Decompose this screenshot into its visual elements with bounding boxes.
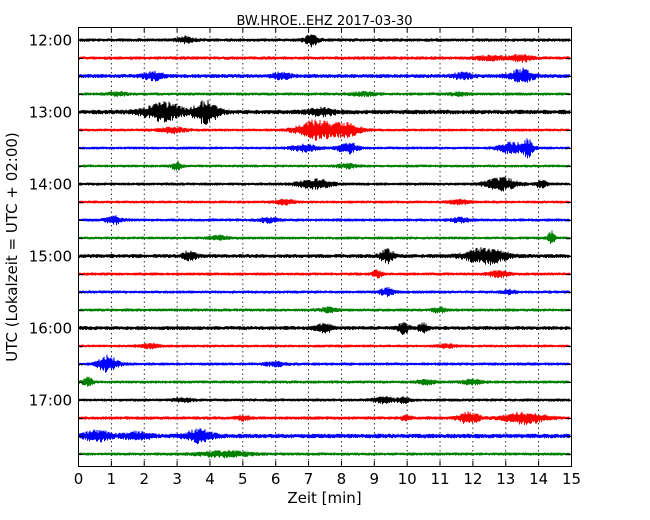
trace-line: [78, 90, 571, 98]
y-tick-labels: 12:00 13:00 14:00 15:00 16:00 17:00: [29, 32, 72, 410]
axis-ticks: [78, 27, 572, 466]
x-tick-label: 6: [271, 470, 281, 488]
x-tick-label: 14: [529, 470, 548, 488]
traces: [78, 34, 571, 459]
trace-line: [78, 119, 571, 141]
trace-line: [78, 160, 571, 171]
trace-line: [78, 354, 571, 373]
y-tick-label: 12:00: [29, 32, 72, 50]
x-tick-label: 1: [107, 470, 117, 488]
y-tick-label: 17:00: [29, 392, 72, 410]
y-tick-label: 16:00: [29, 320, 72, 338]
plot-frame: [78, 27, 572, 467]
x-tick-label: 3: [172, 470, 182, 488]
x-tick-label: 12: [463, 470, 482, 488]
trace-line: [78, 247, 571, 266]
trace-line: [78, 198, 571, 206]
trace-line: [78, 215, 571, 226]
trace-line: [78, 376, 571, 387]
x-tick-label: 8: [337, 470, 347, 488]
trace-line: [78, 269, 571, 279]
y-axis-label: UTC (Lokalzeit = UTC + 02:00): [3, 132, 21, 362]
trace-line: [78, 286, 571, 298]
y-tick-label: 13:00: [29, 104, 72, 122]
trace-line: [78, 427, 571, 445]
x-tick-label: 15: [562, 470, 581, 488]
y-tick-label: 15:00: [29, 248, 72, 266]
trace-line: [78, 321, 571, 336]
trace-line: [78, 230, 571, 245]
trace-line: [78, 67, 571, 83]
trace-line: [78, 449, 571, 459]
trace-line: [78, 395, 571, 405]
x-tick-label: 13: [496, 470, 515, 488]
trace-line: [78, 411, 571, 426]
x-tick-label: 2: [139, 470, 149, 488]
trace-line: [78, 306, 571, 314]
x-tick-label: 10: [398, 470, 417, 488]
x-tick-label: 7: [304, 470, 314, 488]
x-tick-label: 11: [430, 470, 449, 488]
x-tick-label: 4: [205, 470, 215, 488]
chart-title: BW.HROE..EHZ 2017-03-30: [236, 14, 412, 29]
x-axis-label: Zeit [min]: [287, 489, 361, 507]
x-tick-label: 5: [238, 470, 248, 488]
trace-line: [78, 342, 571, 350]
trace-line: [78, 138, 571, 159]
x-tick-labels: 0 1 2 3 4 5 6 7 8 9 10 11 12 13 14 15: [74, 470, 581, 488]
trace-line: [78, 34, 571, 48]
trace-line: [78, 99, 571, 125]
trace-line: [78, 53, 571, 63]
x-tick-label: 9: [370, 470, 380, 488]
gridlines: [110, 27, 540, 466]
y-tick-label: 14:00: [29, 176, 72, 194]
trace-line: [78, 176, 571, 192]
x-tick-label: 0: [74, 470, 84, 488]
